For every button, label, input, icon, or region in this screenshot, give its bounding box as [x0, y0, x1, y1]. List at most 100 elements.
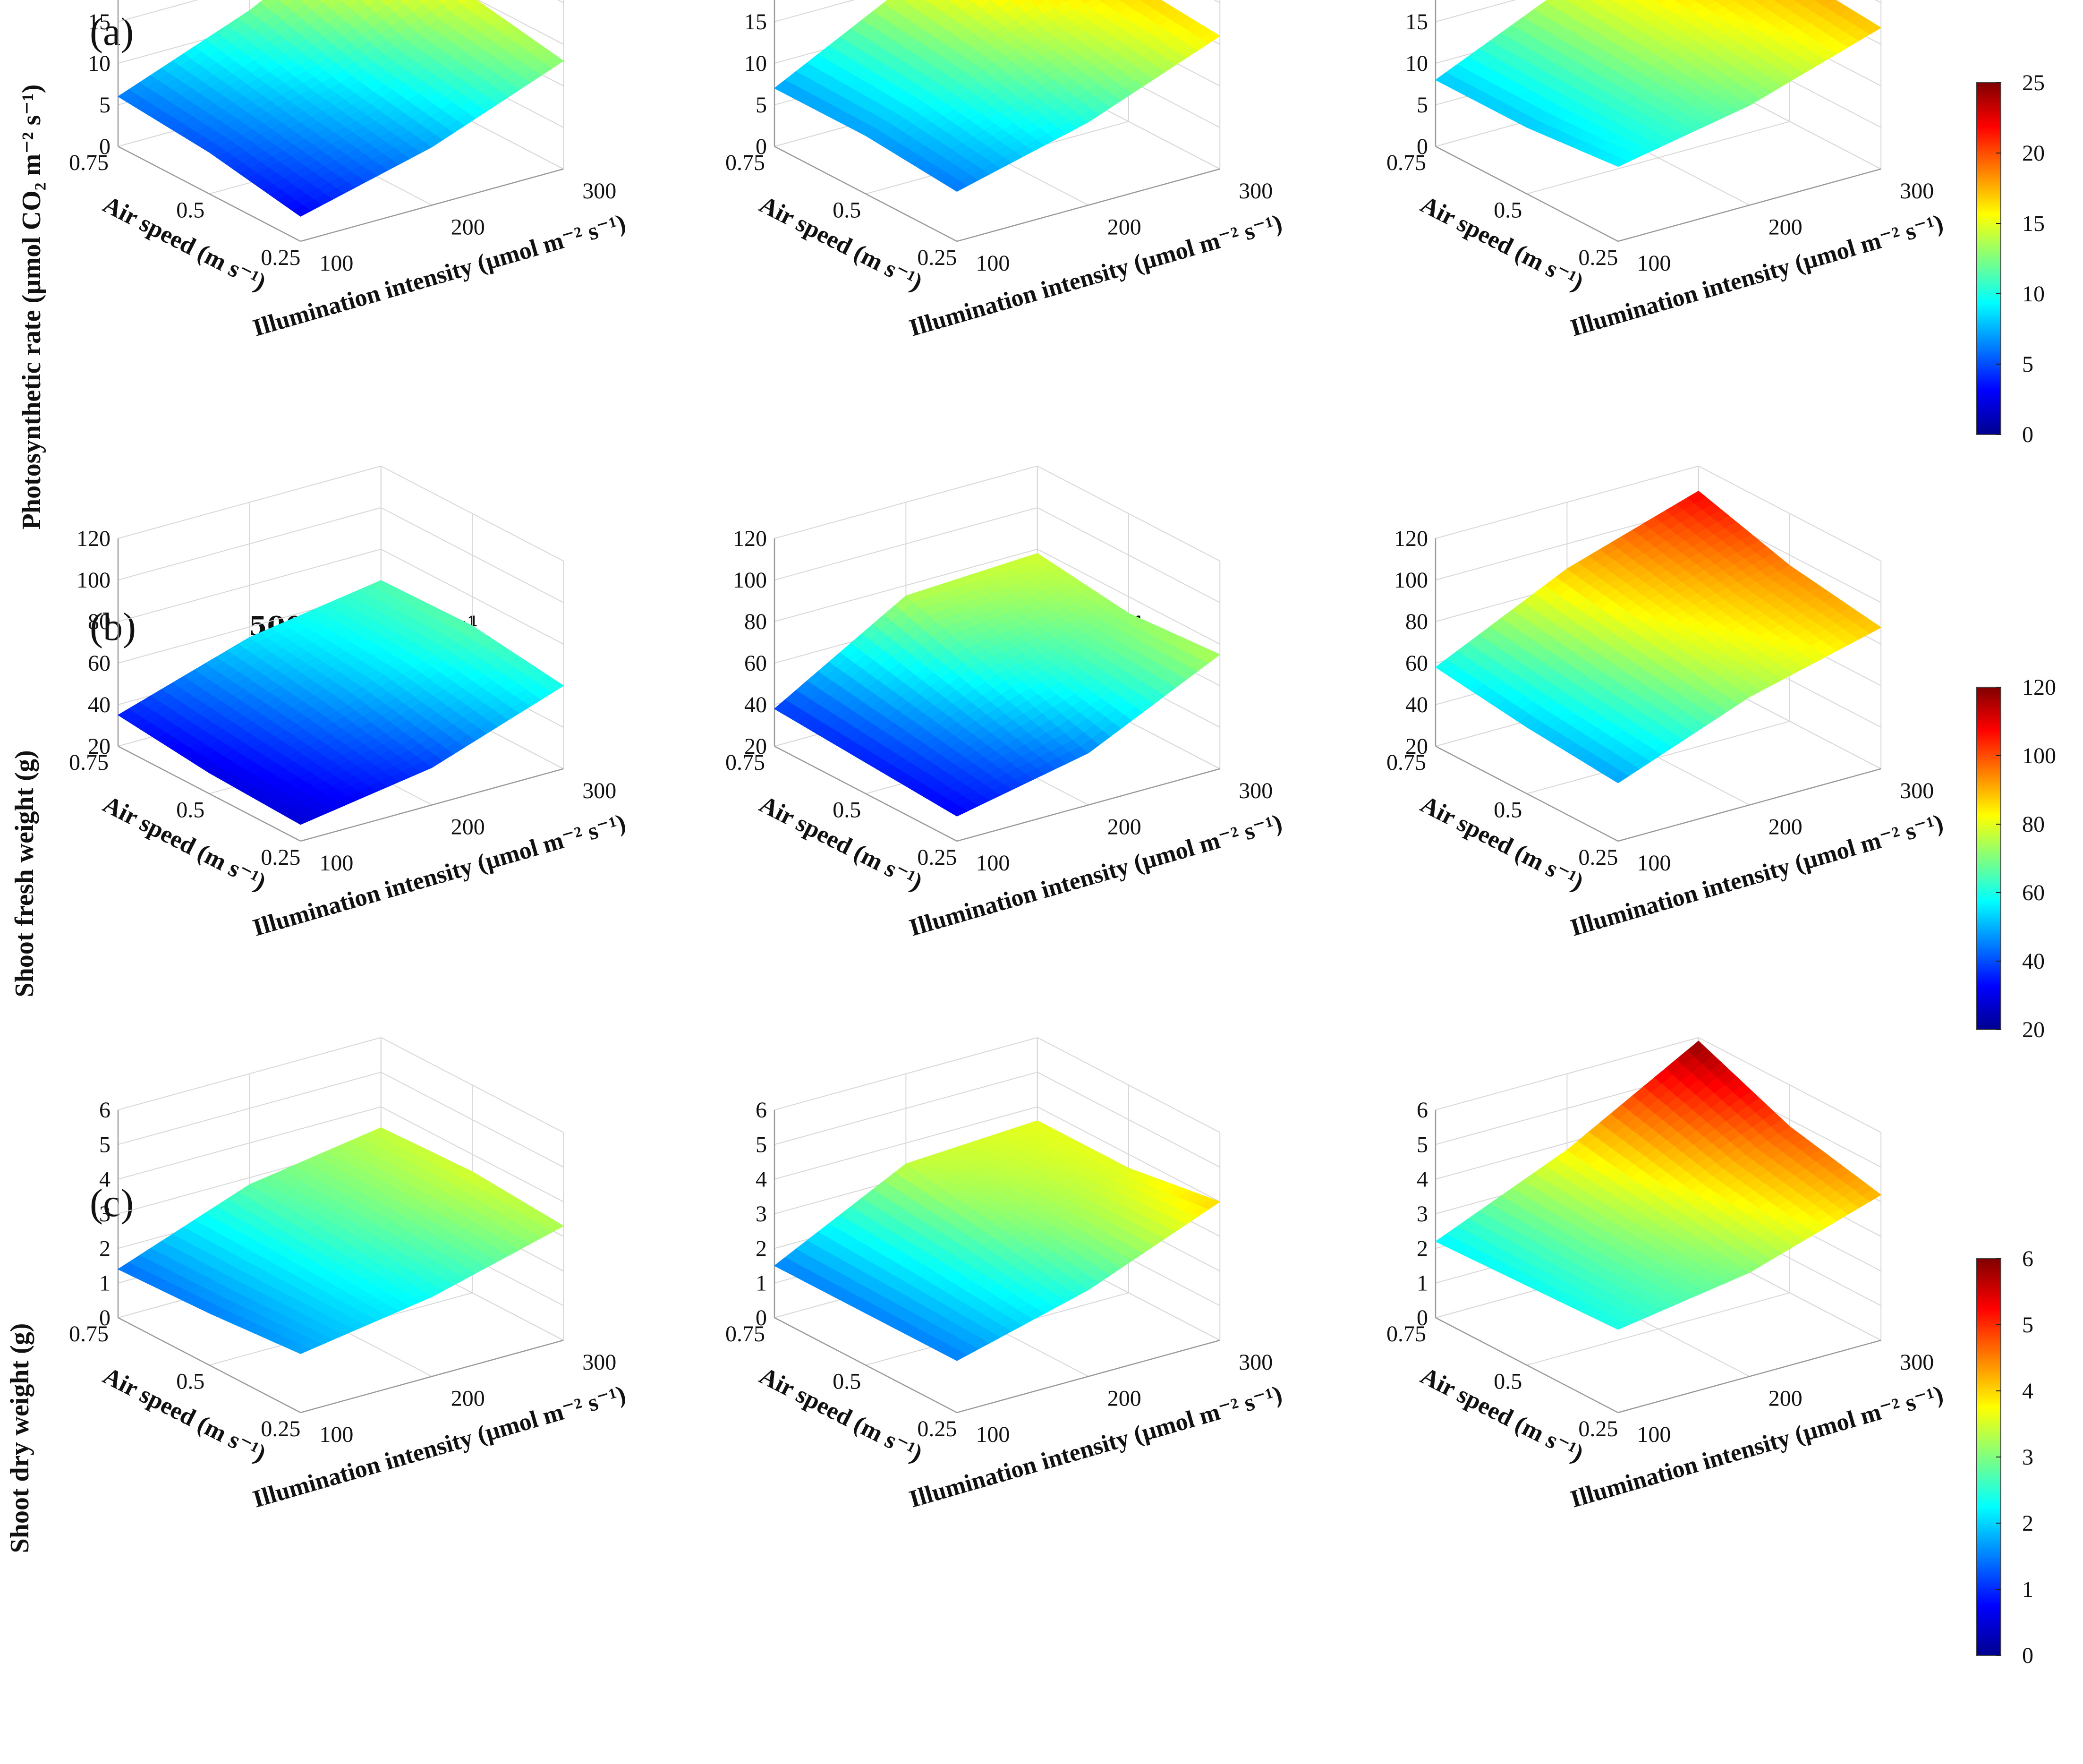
illumination-tick-label: 100 [319, 851, 353, 876]
illumination-tick-label: 100 [976, 1422, 1010, 1447]
axis-lines [774, 0, 1220, 242]
surface-panel: 1000 µmol mol⁻¹05101520250.750.50.251002… [725, 0, 1285, 342]
illumination-tick-label: 200 [1107, 814, 1141, 839]
colorbars: 0 5 10 15 20 25 20 40 60 80 100 120 0 1 2 3 4 5 6 [1976, 70, 2056, 1668]
panels: 500 µmol mol⁻¹05101520250.750.50.2510020… [69, 0, 1946, 1513]
air-speed-tick-label: 0.5 [1494, 197, 1522, 222]
surface-mesh [774, 1120, 1221, 1361]
air-speed-tick-label: 0.75 [1386, 750, 1426, 775]
illumination-tick-label: 200 [1107, 214, 1141, 239]
surface-panel: 1500 µmol mol⁻¹05101520250.750.50.251002… [1386, 0, 1946, 342]
colorbar-tick-label: 20 [2022, 1017, 2045, 1042]
illumination-axis-label: Illumination intensity (µmol m⁻² s⁻¹) [906, 1381, 1285, 1513]
illumination-axis-label: Illumination intensity (µmol m⁻² s⁻¹) [250, 209, 629, 341]
z-tick-label: 5 [99, 1132, 111, 1157]
air-speed-tick-label: 0.75 [69, 750, 109, 775]
air-speed-tick-label: 0.25 [1578, 245, 1618, 270]
z-tick-label: 6 [756, 1098, 767, 1123]
illumination-tick-label: 100 [319, 251, 353, 276]
z-tick-label: 4 [99, 1167, 111, 1192]
air-speed-tick-label: 0.25 [917, 1416, 957, 1441]
z-tick-label: 15 [88, 9, 111, 34]
axis-lines [774, 538, 1220, 842]
z-tick-label: 0 [99, 1305, 111, 1330]
z-tick-label: 60 [744, 651, 767, 676]
z-tick-label: 0 [1417, 134, 1428, 159]
air-speed-tick-label: 0.75 [725, 750, 765, 775]
z-tick-label: 2 [1417, 1236, 1428, 1261]
axis-lines [117, 1110, 564, 1414]
air-speed-tick-label: 0.25 [917, 845, 957, 870]
air-speed-tick-label: 0.5 [1494, 1369, 1522, 1394]
z-tick-label: 0 [756, 134, 767, 159]
surface-panel: 1000 µmol mol⁻¹204060801001200.750.50.25… [725, 465, 1285, 942]
air-speed-tick-label: 0.5 [176, 1369, 204, 1394]
z-tick-label: 0 [99, 134, 111, 159]
surface-panel: 500 µmol mol⁻¹01234560.750.50.2510020030… [69, 1037, 629, 1513]
illumination-axis-label: Illumination intensity (µmol m⁻² s⁻¹) [1567, 809, 1946, 941]
y-axis-label: Shoot dry weight (g) [5, 1323, 34, 1553]
illumination-tick-label: 200 [1107, 1386, 1141, 1411]
axis-lines [117, 538, 564, 842]
surface-mesh [117, 580, 564, 825]
illumination-tick-label: 300 [1900, 1350, 1934, 1375]
illumination-tick-label: 300 [1239, 1350, 1273, 1375]
row-label: (c) [90, 1181, 134, 1225]
z-tick-label: 120 [733, 526, 767, 551]
surface-mesh [1435, 490, 1882, 784]
z-tick-label: 60 [88, 651, 111, 676]
illumination-axis-label: Illumination intensity (µmol m⁻² s⁻¹) [906, 209, 1285, 341]
z-tick-label: 10 [744, 51, 767, 76]
axis-lines [1435, 0, 1881, 242]
colorbar-tick-label: 60 [2022, 880, 2045, 905]
z-tick-label: 100 [77, 568, 111, 593]
z-tick-label: 4 [1417, 1167, 1428, 1192]
y-axis-label: Photosynthetic rate (µmol CO₂ m⁻² s⁻¹) [17, 85, 46, 530]
illumination-tick-label: 300 [1900, 778, 1934, 803]
colorbar-gradient [1976, 687, 2001, 1030]
z-tick-label: 80 [88, 609, 111, 634]
colorbar: 0 5 10 15 20 25 [1976, 70, 2045, 447]
air-speed-tick-label: 0.5 [176, 797, 204, 822]
surface-panel: 500 µmol mol⁻¹05101520250.750.50.2510020… [69, 0, 629, 342]
z-tick-label: 1 [756, 1271, 767, 1296]
air-speed-tick-label: 0.75 [1386, 150, 1426, 175]
illumination-axis-label: Illumination intensity (µmol m⁻² s⁻¹) [1567, 209, 1946, 341]
z-tick-label: 15 [744, 9, 767, 34]
row-labels: (a) Photosynthetic rate (µmol CO₂ m⁻² s⁻¹… [5, 10, 136, 1553]
air-speed-tick-label: 0.75 [69, 1321, 109, 1346]
colorbar-tick-label: 80 [2022, 812, 2045, 837]
illumination-tick-label: 200 [1768, 814, 1802, 839]
z-tick-label: 60 [1405, 651, 1428, 676]
colorbar-tick-label: 40 [2022, 949, 2045, 974]
z-tick-label: 80 [1405, 609, 1428, 634]
illumination-tick-label: 300 [1239, 778, 1273, 803]
z-tick-label: 3 [99, 1202, 111, 1227]
z-tick-label: 4 [756, 1167, 767, 1192]
colorbar-tick-label: 6 [2022, 1246, 2033, 1271]
row-label: (b) [90, 605, 136, 649]
colorbar-tick-label: 15 [2022, 211, 2045, 236]
z-tick-label: 5 [99, 93, 111, 118]
z-tick-label: 120 [1394, 526, 1428, 551]
z-tick-label: 6 [1417, 1098, 1428, 1123]
surface-mesh [774, 0, 1221, 192]
illumination-tick-label: 300 [1239, 179, 1273, 204]
z-tick-label: 1 [1417, 1271, 1428, 1296]
colorbar-tick-label: 120 [2022, 675, 2056, 700]
z-tick-label: 20 [1405, 734, 1428, 759]
illumination-tick-label: 300 [582, 179, 616, 204]
illumination-tick-label: 100 [976, 251, 1010, 276]
z-tick-label: 120 [77, 526, 111, 551]
air-speed-tick-label: 0.5 [833, 197, 861, 222]
air-speed-tick-label: 0.5 [176, 197, 204, 222]
z-tick-label: 5 [756, 1132, 767, 1157]
air-speed-tick-label: 0.5 [833, 1369, 861, 1394]
illumination-tick-label: 200 [1768, 1386, 1802, 1411]
z-tick-label: 100 [1394, 568, 1428, 593]
colorbar-tick-label: 1 [2022, 1577, 2033, 1602]
axis-lines [1435, 1110, 1881, 1414]
z-tick-label: 40 [1405, 692, 1428, 717]
colorbar-tick-label: 10 [2022, 281, 2045, 307]
z-tick-label: 10 [88, 51, 111, 76]
